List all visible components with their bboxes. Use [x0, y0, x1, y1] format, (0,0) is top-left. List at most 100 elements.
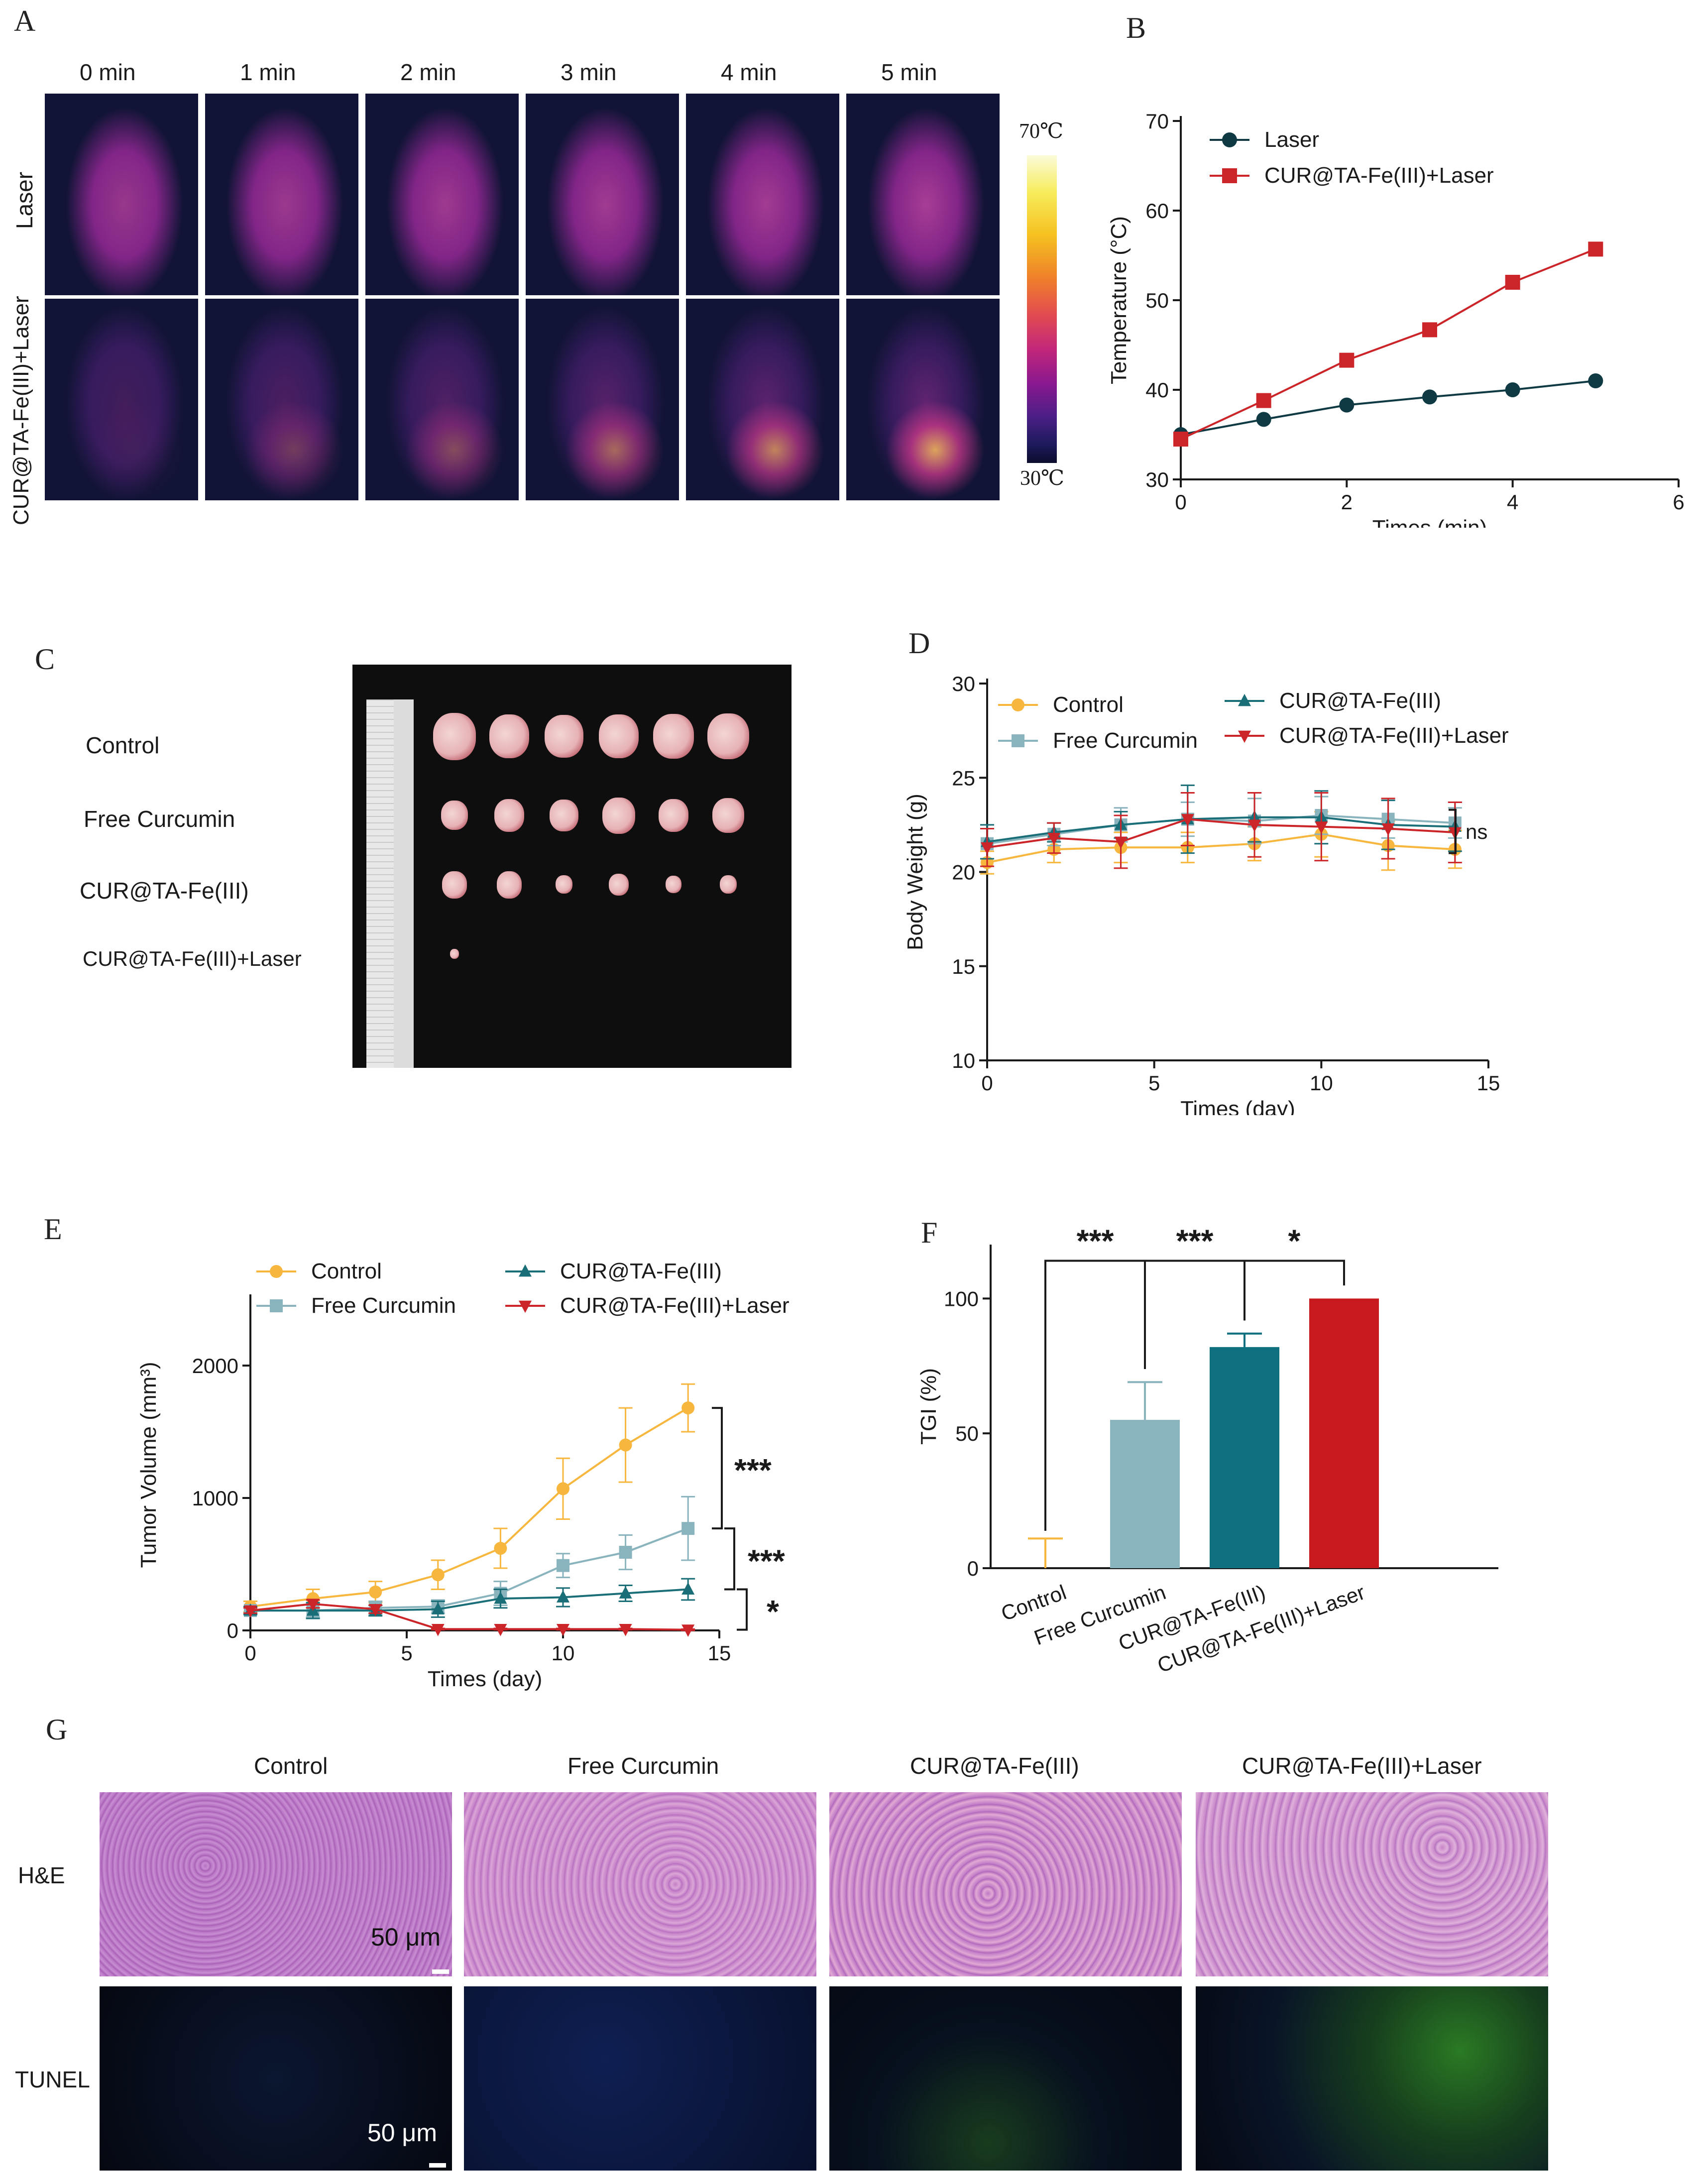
data-point	[619, 1546, 632, 1559]
data-point	[681, 1522, 695, 1535]
data-point	[557, 1590, 569, 1603]
bar	[1309, 1298, 1379, 1568]
panel-letter-d: D	[908, 627, 930, 660]
row-label-cur-laser: CUR@TA-Fe(III)+Laser	[9, 296, 33, 525]
legend-marker	[1222, 168, 1237, 183]
g-row-label-tunel: TUNEL	[15, 2067, 90, 2092]
legend-marker	[1238, 730, 1251, 743]
significance-label: ***	[1176, 1223, 1214, 1259]
time-label: 5 min	[881, 59, 937, 85]
time-label: 1 min	[240, 59, 296, 85]
legend-marker	[270, 1299, 283, 1312]
colorbar-min-label: 30℃	[1020, 467, 1064, 490]
x-tick-label: 6	[1673, 490, 1684, 514]
x-tick-label: 2	[1341, 490, 1353, 514]
series-line	[1180, 248, 1596, 440]
tumor-sample	[545, 715, 583, 758]
significance-label: ***	[734, 1452, 772, 1488]
thermal-image-laser	[846, 94, 1000, 295]
group-label-cur-ta-fe: CUR@TA-Fe(III)	[80, 878, 249, 904]
tunel-image-cur-ta-fe-laser	[1196, 1986, 1548, 2171]
bar	[1210, 1347, 1279, 1568]
y-tick-label: 0	[227, 1619, 238, 1642]
legend-label: Control	[1053, 692, 1124, 717]
y-tick-label: 20	[952, 861, 975, 884]
data-point	[1047, 832, 1061, 845]
tumor-photo	[352, 665, 791, 1068]
data-point	[1181, 814, 1194, 826]
tumor-sample	[720, 875, 737, 894]
colorbar-max-label: 70℃	[1019, 120, 1063, 143]
bar	[1110, 1420, 1180, 1568]
tumor-sample	[441, 801, 468, 830]
g-col-label-control: Control	[254, 1753, 328, 1779]
y-tick-label: 1000	[192, 1487, 238, 1510]
thermal-image-laser	[526, 94, 679, 295]
series-line	[250, 1407, 689, 1608]
data-point	[1339, 352, 1355, 368]
data-point	[981, 842, 994, 855]
y-tick-label: 0	[967, 1557, 979, 1580]
thermal-image-laser	[205, 94, 358, 295]
thermal-image-cur-laser	[45, 299, 198, 500]
data-point	[306, 1599, 320, 1611]
significance-label: ***	[1077, 1223, 1114, 1259]
g-col-label-cur-ta-fe-laser: CUR@TA-Fe(III)+Laser	[1242, 1753, 1482, 1779]
g-row-label-he: H&E	[18, 1862, 65, 1888]
legend-label: CUR@TA-Fe(III)+Laser	[1264, 163, 1494, 188]
data-point	[1173, 432, 1188, 447]
data-point	[1422, 389, 1437, 405]
thermal-image-cur-laser	[205, 299, 358, 500]
thermal-image-laser	[686, 94, 839, 295]
data-point	[494, 1591, 507, 1604]
x-tick-label: 10	[552, 1641, 575, 1665]
tumor-sample	[653, 714, 694, 759]
legend-label: CUR@TA-Fe(III)	[560, 1259, 722, 1283]
data-point	[557, 1482, 569, 1495]
x-tick-label: 0	[981, 1071, 993, 1095]
row-label-laser: Laser	[11, 171, 37, 229]
y-tick-label: 100	[944, 1287, 979, 1310]
tunel-image-free-curcumin	[464, 1986, 816, 2171]
y-tick-label: 30	[1145, 468, 1169, 491]
data-point	[1588, 241, 1603, 257]
data-point	[1505, 382, 1520, 397]
data-point	[1256, 412, 1271, 427]
data-point	[431, 1623, 445, 1636]
tumor-volume-chart: 0 1000 2000 0 5 10 15 Times (day) Tumor Volume (…	[136, 1259, 790, 1691]
time-label: 2 min	[400, 59, 456, 85]
significance-label: *	[1288, 1223, 1301, 1259]
legend-label: CUR@TA-Fe(III)	[1279, 689, 1441, 713]
x-tick-label: 15	[708, 1641, 731, 1665]
data-point	[1256, 393, 1271, 408]
data-point	[1381, 823, 1395, 836]
legend-marker	[1238, 693, 1251, 706]
y-tick-label: 2000	[192, 1354, 238, 1378]
thermal-image-cur-laser	[365, 299, 519, 500]
he-image-cur-ta-fe-laser	[1196, 1792, 1548, 1976]
legend-marker	[270, 1265, 283, 1278]
data-point	[1248, 819, 1261, 832]
legend-label: Free Curcumin	[311, 1293, 456, 1318]
body-weight-chart: 10 15 20 25 30 0 5 10 15 Times (day) Body Weight (…	[903, 672, 1509, 1115]
data-point	[369, 1604, 382, 1616]
tumor-sample	[556, 875, 572, 894]
group-label-free-curcumin: Free Curcumin	[84, 806, 235, 832]
significance-bracket	[724, 1527, 735, 1591]
legend-label: CUR@TA-Fe(III)+Laser	[560, 1293, 790, 1318]
y-axis-label: Temperature (°C)	[1107, 216, 1131, 384]
x-axis-label: Times (day)	[1180, 1097, 1295, 1115]
y-tick-label: 50	[955, 1422, 979, 1445]
tumor-sample	[489, 714, 529, 758]
data-point	[619, 1586, 632, 1599]
ns-bracket	[1449, 808, 1457, 854]
tumor-sample	[442, 871, 467, 899]
series-line	[987, 833, 1455, 864]
time-label: 3 min	[561, 59, 617, 85]
series-line	[250, 1588, 688, 1612]
data-point	[619, 1438, 632, 1452]
x-tick-label: 4	[1507, 490, 1518, 514]
tunel-scale-bar	[429, 2163, 446, 2168]
significance-bracket	[1244, 1260, 1345, 1321]
